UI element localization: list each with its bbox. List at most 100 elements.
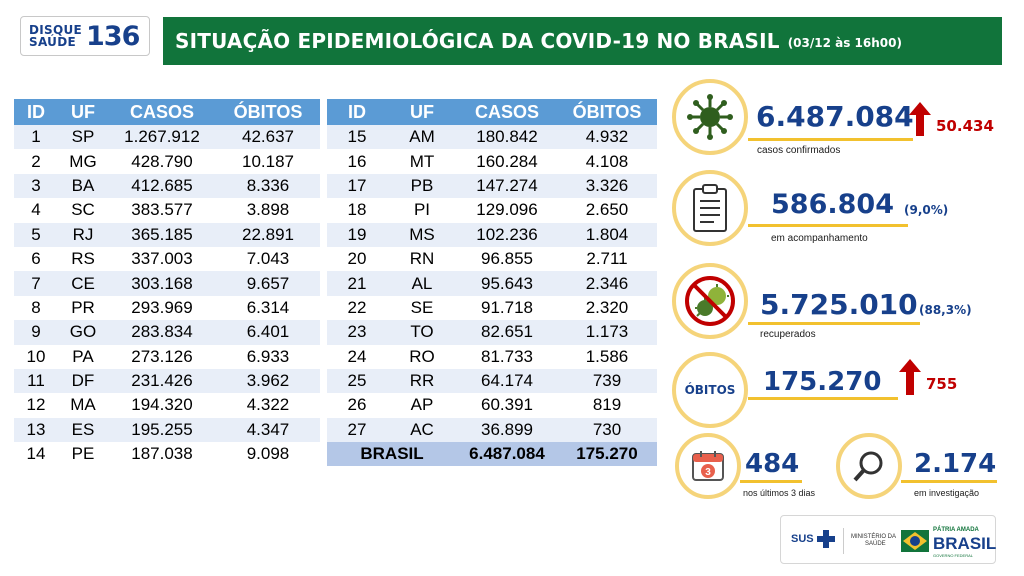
recovered-value: 5.725.010 xyxy=(760,288,918,321)
underline xyxy=(901,480,997,483)
cell-id: 15 xyxy=(327,125,387,150)
table-row: 14 PE 187.038 9.098 xyxy=(14,442,320,467)
cell-obitos: 10.187 xyxy=(216,149,320,174)
calendar-icon: 3 xyxy=(692,451,724,481)
recovered-circle xyxy=(672,263,748,339)
cell-id: 17 xyxy=(327,173,387,199)
cell-id: 26 xyxy=(327,393,387,418)
table-row: 4 SC 383.577 3.898 xyxy=(14,198,320,223)
cell-uf: PB xyxy=(387,173,457,199)
clipboard-icon xyxy=(693,184,727,232)
cell-id: 18 xyxy=(327,198,387,223)
cell-obitos: 819 xyxy=(557,393,657,418)
table-row: 8 PR 293.969 6.314 xyxy=(14,295,320,321)
cell-id: 8 xyxy=(14,295,58,321)
cell-uf: MS xyxy=(387,222,457,247)
cell-casos: 129.096 xyxy=(457,198,557,223)
cell-uf: BA xyxy=(58,173,108,199)
cell-id: 19 xyxy=(327,222,387,247)
cell-obitos: 4.322 xyxy=(216,393,320,418)
column-header-casos: CASOS xyxy=(108,99,216,125)
cell-obitos: 9.657 xyxy=(216,271,320,296)
monitoring-value: 586.804 xyxy=(771,189,894,220)
cell-id: 7 xyxy=(14,271,58,296)
cell-casos: 293.969 xyxy=(108,295,216,321)
cell-casos: 81.733 xyxy=(457,344,557,369)
table-row: 19 MS 102.236 1.804 xyxy=(327,222,657,247)
cell-casos: 95.643 xyxy=(457,271,557,296)
cell-id: 10 xyxy=(14,344,58,369)
cell-uf: PR xyxy=(58,295,108,321)
cell-uf: PI xyxy=(387,198,457,223)
cell-obitos: 4.347 xyxy=(216,417,320,443)
cell-casos: 194.320 xyxy=(108,393,216,418)
cell-casos: 383.577 xyxy=(108,198,216,223)
table-row: 23 TO 82.651 1.173 xyxy=(327,320,657,345)
table-row: 26 AP 60.391 819 xyxy=(327,393,657,418)
cell-casos: 102.236 xyxy=(457,222,557,247)
total-obitos: 175.270 xyxy=(557,442,657,467)
cell-casos: 337.003 xyxy=(108,246,216,272)
table-row: 10 PA 273.126 6.933 xyxy=(14,344,320,369)
cell-obitos: 2.711 xyxy=(557,246,657,272)
cell-obitos: 4.108 xyxy=(557,149,657,174)
monitoring-circle xyxy=(672,170,748,246)
table-header-row: ID UF CASOS ÓBITOS xyxy=(14,99,320,125)
cell-uf: PE xyxy=(58,442,108,467)
logo-line1: DISQUE xyxy=(29,23,83,37)
cell-casos: 91.718 xyxy=(457,295,557,321)
divider xyxy=(843,528,844,554)
cell-obitos: 1.586 xyxy=(557,344,657,369)
cell-casos: 273.126 xyxy=(108,344,216,369)
cell-id: 16 xyxy=(327,149,387,174)
total-label: BRASIL xyxy=(327,442,457,467)
table-row: 20 RN 96.855 2.711 xyxy=(327,246,657,272)
cell-id: 23 xyxy=(327,320,387,345)
cell-casos: 283.834 xyxy=(108,320,216,345)
column-header-obitos: ÓBITOS xyxy=(216,99,320,125)
confirmed-increase: 50.434 xyxy=(936,117,994,135)
ministry-line2: SAÚDE xyxy=(865,541,886,547)
cell-id: 21 xyxy=(327,271,387,296)
cell-uf: RN xyxy=(387,246,457,272)
cell-casos: 187.038 xyxy=(108,442,216,467)
cell-uf: PA xyxy=(58,344,108,369)
cell-uf: RS xyxy=(58,246,108,272)
logo-line2: SAÚDE xyxy=(29,35,76,49)
cell-id: 4 xyxy=(14,198,58,223)
cell-uf: ES xyxy=(58,417,108,443)
cell-obitos: 3.898 xyxy=(216,198,320,223)
cell-uf: AL xyxy=(387,271,457,296)
table-row: 17 PB 147.274 3.326 xyxy=(327,173,657,199)
deaths-circle: ÓBITOS xyxy=(672,352,748,428)
table-row: 22 SE 91.718 2.320 xyxy=(327,295,657,321)
sus-logo-text: SUS xyxy=(791,533,814,545)
cell-casos: 82.651 xyxy=(457,320,557,345)
cell-id: 1 xyxy=(14,125,58,150)
logo-number: 136 xyxy=(86,20,140,52)
cell-casos: 36.899 xyxy=(457,417,557,443)
cell-id: 25 xyxy=(327,368,387,394)
table-row: 24 RO 81.733 1.586 xyxy=(327,344,657,369)
cell-casos: 195.255 xyxy=(108,417,216,443)
monitoring-label: em acompanhamento xyxy=(771,233,868,244)
cell-id: 24 xyxy=(327,344,387,369)
ministry-line1: MINISTÉRIO DA xyxy=(851,534,897,540)
column-header-id: ID xyxy=(327,99,387,125)
table-row: 3 BA 412.685 8.336 xyxy=(14,173,320,199)
deaths-value: 175.270 xyxy=(763,367,882,397)
cell-uf: MA xyxy=(58,393,108,418)
table-row: 13 ES 195.255 4.347 xyxy=(14,417,320,443)
deaths-badge: ÓBITOS xyxy=(684,383,736,397)
cell-casos: 180.842 xyxy=(457,125,557,150)
cell-uf: AM xyxy=(387,125,457,150)
virus-icon xyxy=(687,94,733,140)
cell-id: 12 xyxy=(14,393,58,418)
arrow-up-icon xyxy=(899,359,921,395)
cell-casos: 64.174 xyxy=(457,368,557,394)
arrow-up-icon xyxy=(909,102,931,136)
cell-uf: RJ xyxy=(58,222,108,247)
column-header-casos: CASOS xyxy=(457,99,557,125)
table-row: 5 RJ 365.185 22.891 xyxy=(14,222,320,247)
column-header-id: ID xyxy=(14,99,58,125)
